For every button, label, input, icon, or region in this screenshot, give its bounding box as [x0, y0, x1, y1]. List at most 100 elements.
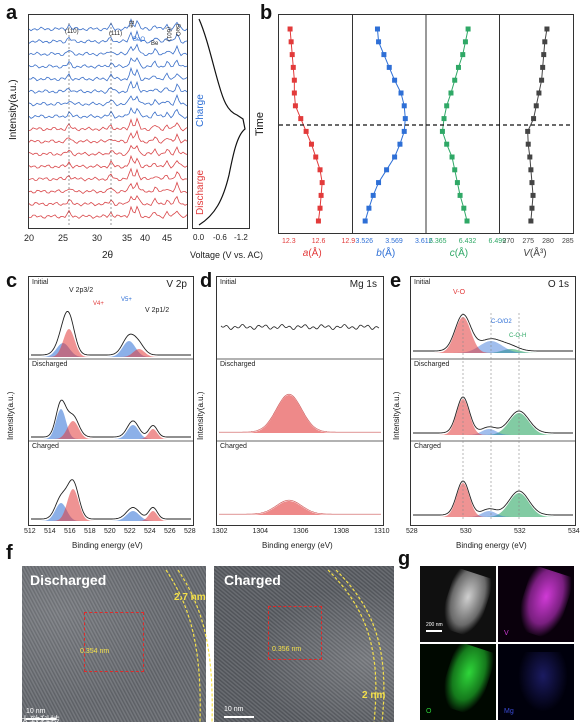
lattice-axis-label: c(Å)	[449, 248, 469, 259]
coh-component	[413, 493, 573, 517]
tem-charged-zoom-box	[268, 606, 322, 660]
lattice-point	[313, 154, 319, 160]
v4-label: V4+	[93, 301, 104, 307]
xrd-pattern	[29, 18, 187, 32]
mg1s-envelope	[219, 499, 381, 515]
xrd-xtick-20: 20	[24, 233, 35, 243]
lattice-point	[457, 192, 463, 198]
coh-component	[413, 413, 573, 435]
mg1s-initial-line	[220, 324, 380, 331]
eds-mg-label: Mg	[504, 708, 514, 715]
panel-label-c: c	[6, 270, 18, 292]
lattice-tick: 12.3	[282, 238, 296, 245]
voltage-xtick-2: -1.2	[234, 233, 248, 242]
lattice-plot	[278, 14, 574, 234]
mg1s-peak	[219, 395, 381, 433]
lattice-point	[449, 154, 455, 160]
lattice-tick: 6.499	[488, 238, 507, 245]
xrd-pattern	[29, 94, 187, 107]
lattice-point	[454, 180, 460, 186]
o1s-ylabel: Intensity(a.u.)	[392, 391, 401, 440]
xps-xtick: 530	[460, 528, 472, 535]
lattice-point	[291, 90, 297, 96]
panel-label-g: g	[398, 548, 411, 570]
xps-xtick: 1310	[374, 528, 390, 535]
tem-discharged-thickness: 2.7 nm	[174, 592, 206, 603]
lattice-point	[533, 103, 539, 109]
lattice-point	[288, 39, 294, 45]
lattice-point	[401, 128, 407, 134]
v2p-spectra	[29, 311, 193, 521]
tem-discharged-scalebar	[26, 718, 56, 720]
vo-component	[413, 317, 573, 353]
xps-xtick: 1302	[212, 528, 228, 535]
lattice-tick: 6.432	[458, 238, 477, 245]
tem-charged-scalebar	[224, 716, 254, 718]
lattice-point	[290, 64, 296, 70]
v4-component	[31, 511, 191, 521]
lattice-point	[317, 205, 323, 211]
lattice-series-line	[364, 28, 406, 222]
lattice-point	[465, 26, 471, 32]
xps-xtick: 512	[24, 528, 36, 535]
lattice-series-line	[527, 28, 548, 222]
lattice-tick: 3.526	[355, 238, 374, 245]
lattice-point	[527, 154, 533, 160]
v2p-state-charged: Charged	[32, 443, 59, 450]
xrd-xlabel: 2θ	[102, 250, 114, 261]
v2p32-label: V 2p3/2	[69, 287, 94, 294]
lattice-point	[289, 52, 295, 58]
v2p-ylabel: Intensity(a.u.)	[6, 391, 15, 440]
lattice-point	[376, 39, 382, 45]
xrd-pattern	[29, 129, 187, 144]
lattice-point	[455, 64, 461, 70]
xps-xtick: 524	[144, 528, 156, 535]
co-component	[413, 511, 573, 517]
eds-haadf-image: 200 nm	[420, 566, 496, 642]
mg1s-plot: Initial Mg 1s Discharged Charged	[216, 276, 384, 526]
v5-component	[31, 409, 191, 439]
xrd-xtick-25: 25	[58, 233, 69, 243]
o1s-state-discharged: Discharged	[414, 361, 450, 368]
lattice-point	[439, 128, 445, 134]
panel-label-b: b	[260, 2, 273, 24]
xps-xtick: 520	[104, 528, 116, 535]
xps-xtick: 522	[124, 528, 136, 535]
o1s-plot: Initial O 1s Discharged Charged V-O C-O/…	[410, 276, 576, 526]
xps-xtick: 528	[406, 528, 418, 535]
xrd-xtick-30: 30	[92, 233, 103, 243]
v4-component	[31, 329, 191, 357]
panel-label-d: d	[200, 270, 213, 292]
mg1s-state-discharged: Discharged	[220, 361, 256, 368]
lattice-point	[384, 167, 390, 173]
mg1s-state-charged: Charged	[220, 443, 247, 450]
lattice-point	[376, 180, 382, 186]
voltage-xlabel: Voltage (V vs. AC)	[190, 250, 264, 260]
o1s-envelope	[413, 480, 573, 516]
lattice-point	[287, 26, 293, 32]
v2p12-label: V 2p1/2	[145, 307, 170, 314]
lattice-point	[525, 128, 531, 134]
v4-component	[31, 421, 191, 439]
xps-xtick: 516	[64, 528, 76, 535]
tem-charged-layer	[327, 569, 385, 723]
lattice-point	[530, 192, 536, 198]
lattice-axis-label: b(Å)	[376, 248, 396, 259]
xrd-pattern	[29, 43, 187, 57]
lattice-tick: 12.6	[311, 238, 326, 245]
peak-label-111: (111)	[109, 31, 123, 37]
xrd-patterns	[29, 18, 187, 225]
lattice-series	[279, 15, 573, 233]
mg1s-xlabel: Binding energy (eV)	[262, 541, 333, 550]
vo-component	[413, 399, 573, 435]
xrd-xtick-40: 40	[140, 233, 151, 243]
mg1s-title: Mg 1s	[349, 279, 377, 290]
lattice-point	[303, 128, 309, 134]
v2p-xlabel: Binding energy (eV)	[72, 541, 143, 550]
lattice-point	[291, 77, 297, 83]
v2p-title: V 2p	[166, 279, 187, 290]
o1s-spectra	[411, 313, 575, 521]
lattice-point	[397, 141, 403, 147]
lattice-tick: 6.365	[429, 238, 447, 245]
tem-charged-image: Charged 0.356 nm 10 nm	[214, 566, 394, 722]
